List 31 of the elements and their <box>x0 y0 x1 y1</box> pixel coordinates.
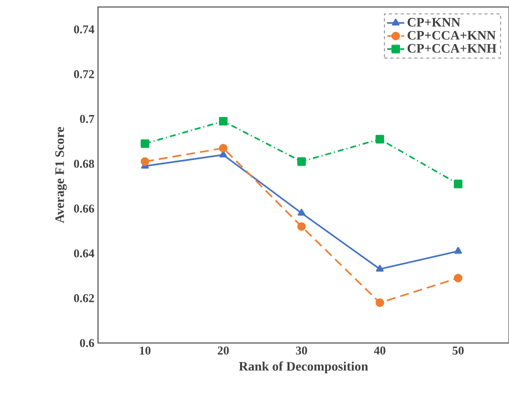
point <box>454 180 462 188</box>
point <box>140 139 150 148</box>
x-tick-label: 20 <box>218 346 229 355</box>
point <box>218 116 228 126</box>
x-tick-label: 50 <box>452 346 464 355</box>
y-tick-label: 0.68 <box>74 160 94 168</box>
point <box>376 134 384 144</box>
point <box>454 274 462 282</box>
x-tick-label: 10 <box>140 346 150 355</box>
y-tick-label: 0.7 <box>80 114 94 124</box>
legend-label: CP+KNN <box>408 18 460 27</box>
point <box>376 264 384 272</box>
legend-label: CP+CCA+KNN <box>408 30 496 40</box>
x-axis-title: Rank of Decomposition <box>238 361 368 374</box>
point <box>376 298 384 307</box>
point <box>298 208 306 216</box>
y-axis-title: Average F1 Score <box>55 127 67 224</box>
point <box>297 157 306 166</box>
y-tick-label: 0.64 <box>74 249 94 258</box>
y-tick-label: 0.72 <box>74 70 94 78</box>
point <box>218 144 228 152</box>
y-tick-label: 0.62 <box>74 294 94 302</box>
x-tick-label: 40 <box>374 346 386 355</box>
y-tick-label: 0.6 <box>80 338 94 348</box>
point <box>297 222 306 231</box>
point <box>140 157 150 166</box>
legend-label: CP+CCA+KNH <box>408 44 496 53</box>
y-tick-label: 0.74 <box>74 25 94 34</box>
x-tick-label: 30 <box>296 346 308 355</box>
y-tick-label: 0.66 <box>74 204 94 213</box>
point <box>454 246 462 254</box>
